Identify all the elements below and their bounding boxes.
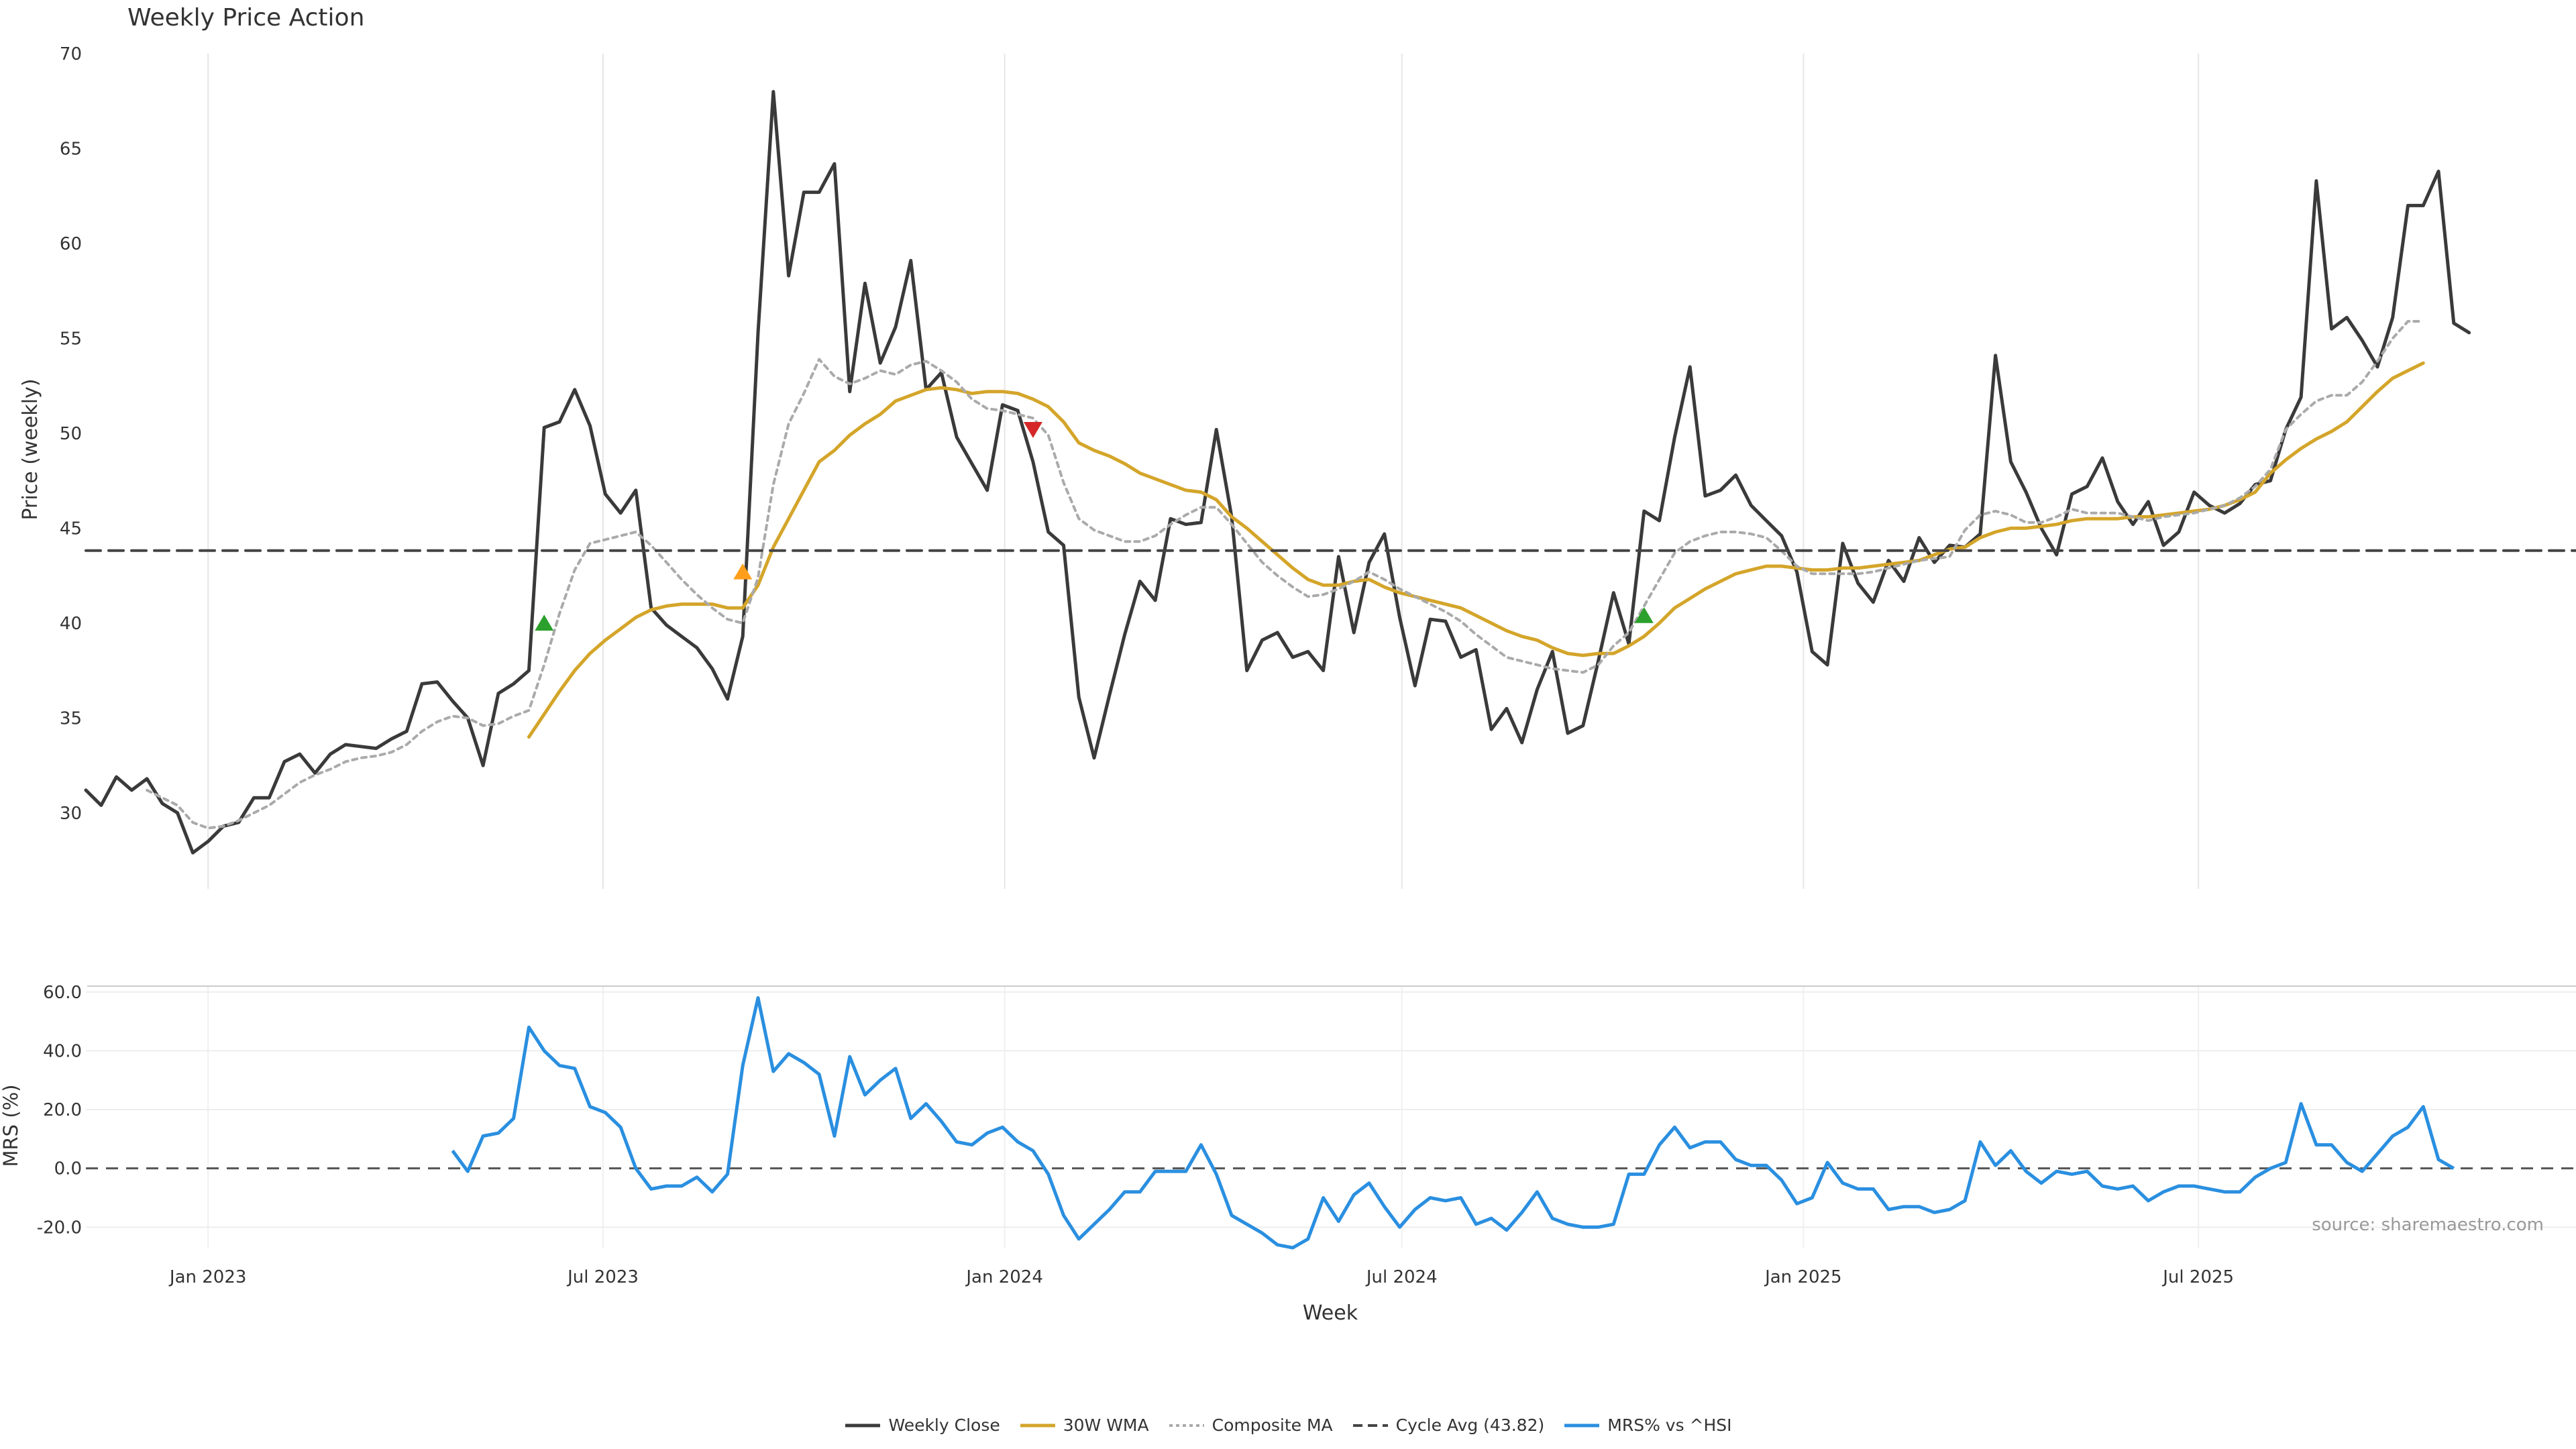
price-panel: 30 35 40 45 50 55 60 65 70 Price (weekly)	[19, 44, 2576, 1248]
mrs-y-tick-label: 60.0	[43, 983, 82, 1003]
x-axis: Jan 2023 Jul 2023 Jan 2024 Jul 2024 Jan 2025…	[168, 1267, 2234, 1287]
legend-item: Composite MA	[1168, 1415, 1333, 1435]
series-line-mrs	[451, 996, 2455, 1250]
signal-marker-triangle-up	[733, 563, 753, 580]
x-tick-label: Jul 2025	[2161, 1267, 2234, 1287]
x-tick-label: Jan 2024	[965, 1267, 1043, 1287]
signal-marker-triangle-down	[1023, 422, 1042, 438]
legend-swatch	[1020, 1424, 1055, 1427]
price-grid	[207, 54, 2200, 1248]
price-y-tick-label: 65	[60, 139, 82, 159]
x-axis-label: Week	[1303, 1301, 1358, 1325]
chart-title: Weekly Price Action	[127, 4, 365, 32]
mrs-panel: -20.0 0.0 20.0 40.0 60.0 MRS (%) source: sha…	[0, 983, 2576, 1250]
legend-label: Cycle Avg (43.82)	[1395, 1415, 1545, 1435]
price-y-axis-label: Price (weekly)	[19, 378, 42, 520]
price-series	[84, 90, 2576, 855]
mrs-y-tick-label: 0.0	[54, 1159, 82, 1179]
series-line-composite-ma	[146, 320, 2425, 830]
mrs-y-tick-label: 40.0	[43, 1041, 82, 1061]
mrs-y-axis: -20.0 0.0 20.0 40.0 60.0	[37, 983, 82, 1238]
legend-swatch	[1564, 1424, 1600, 1427]
x-tick-label: Jan 2023	[168, 1267, 247, 1287]
legend-label: Weekly Close	[888, 1415, 1000, 1435]
mrs-y-tick-label: 20.0	[43, 1100, 82, 1120]
price-y-tick-label: 40	[60, 614, 82, 634]
series-line-30w-wma	[527, 361, 2425, 739]
price-y-tick-label: 60	[60, 234, 82, 254]
legend-label: MRS% vs ^HSI	[1607, 1415, 1732, 1435]
mrs-y-tick-label: -20.0	[37, 1218, 82, 1238]
signal-markers	[535, 422, 1654, 631]
legend-swatch	[845, 1424, 881, 1427]
x-tick-label: Jul 2024	[1365, 1267, 1438, 1287]
mrs-series	[451, 996, 2455, 1250]
price-y-tick-label: 70	[60, 44, 82, 64]
price-y-tick-label: 45	[60, 519, 82, 539]
signal-marker-triangle-up	[535, 614, 554, 631]
legend: Weekly Close 30W WMA Composite MA Cycle Avg…	[0, 1415, 2576, 1435]
legend-label: Composite MA	[1212, 1415, 1333, 1435]
mrs-y-axis-label: MRS (%)	[0, 1085, 22, 1167]
legend-swatch	[1169, 1424, 1204, 1427]
legend-item: MRS% vs ^HSI	[1563, 1415, 1732, 1435]
price-y-tick-label: 35	[60, 708, 82, 729]
legend-swatch	[1352, 1424, 1388, 1427]
legend-item: 30W WMA	[1019, 1415, 1149, 1435]
source-note: source: sharemaestro.com	[2312, 1215, 2544, 1235]
x-tick-label: Jul 2023	[566, 1267, 639, 1287]
price-y-tick-label: 55	[60, 329, 82, 349]
x-tick-label: Jan 2025	[1764, 1267, 1842, 1287]
price-y-axis: 30 35 40 45 50 55 60 65 70	[60, 44, 82, 824]
legend-item: Weekly Close	[844, 1415, 1000, 1435]
mrs-grid	[86, 991, 2576, 1228]
legend-label: 30W WMA	[1063, 1415, 1149, 1435]
price-y-tick-label: 50	[60, 424, 82, 444]
series-line-weekly-close	[84, 90, 2471, 855]
price-y-tick-label: 30	[60, 804, 82, 824]
legend-item: Cycle Avg (43.82)	[1352, 1415, 1545, 1435]
signal-marker-triangle-up	[1634, 606, 1654, 623]
